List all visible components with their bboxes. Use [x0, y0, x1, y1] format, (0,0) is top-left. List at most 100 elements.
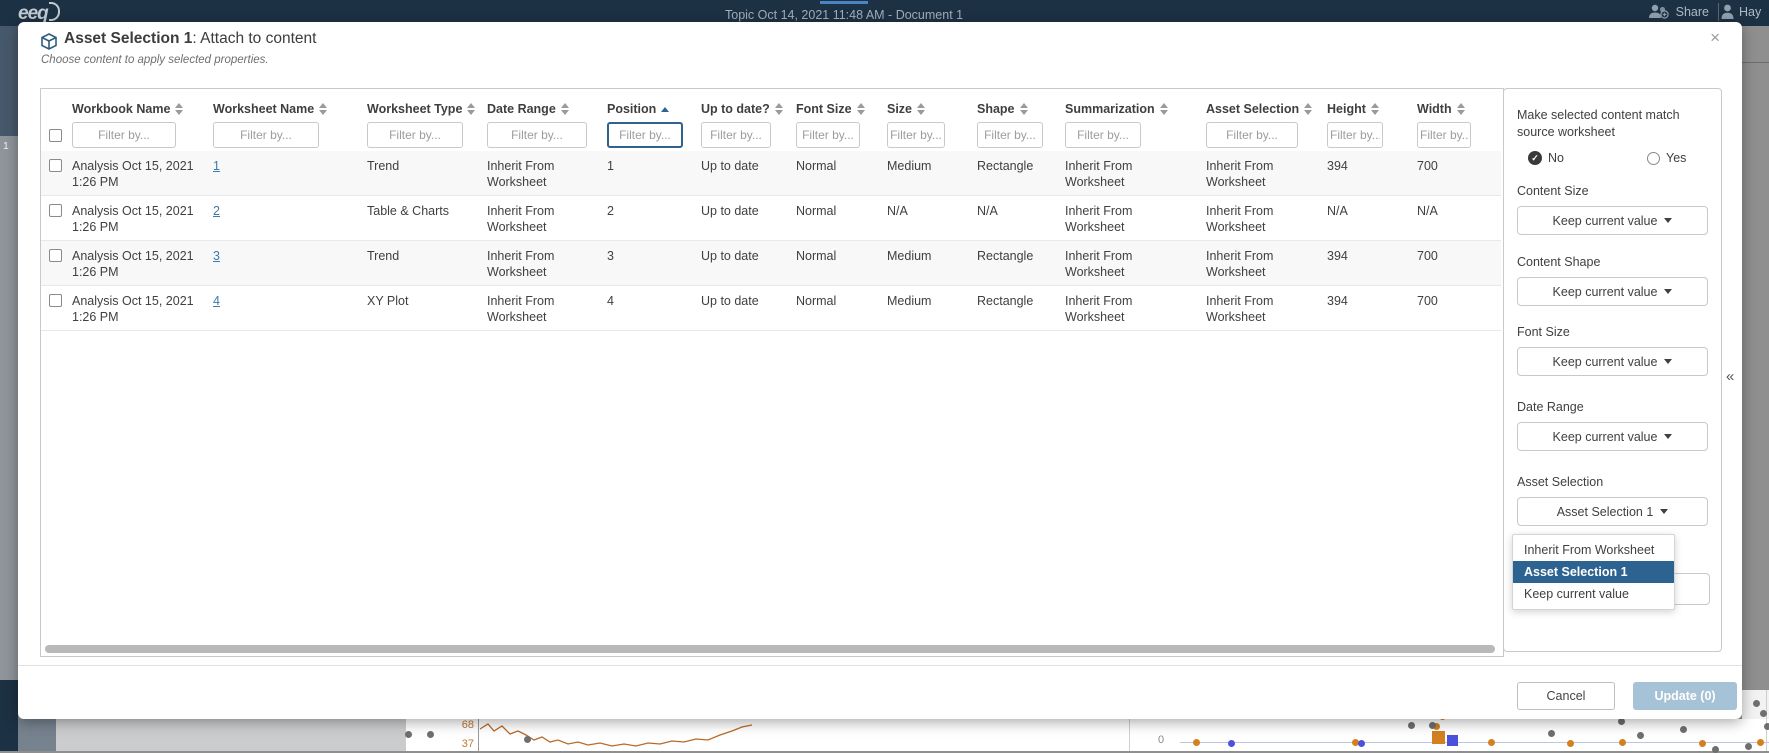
- update-button[interactable]: Update (0): [1633, 682, 1737, 710]
- col-header-summarization[interactable]: Summarization: [1065, 102, 1206, 119]
- sort-up-arrow: [467, 103, 476, 108]
- panel-field-label: Asset Selection: [1517, 475, 1604, 489]
- panel-field-content-size: Content Size Keep current value: [1517, 184, 1708, 235]
- dropdown-asset-selection[interactable]: Asset Selection 1: [1517, 497, 1708, 526]
- sort-icon[interactable]: [1456, 103, 1465, 115]
- sort-icon[interactable]: [1304, 103, 1313, 115]
- user-menu[interactable]: Hay: [1721, 4, 1767, 19]
- filter-cell: [1417, 122, 1495, 148]
- cell-position: 3: [607, 249, 614, 263]
- filter-input-asset-selection[interactable]: [1206, 122, 1298, 148]
- cell-shape: Rectangle: [977, 294, 1034, 308]
- sort-icon[interactable]: [1159, 103, 1168, 115]
- scatter-dot: [1757, 739, 1764, 746]
- sort-down-arrow: [467, 110, 476, 115]
- panel-field-content-shape: Content Shape Keep current value: [1517, 255, 1708, 306]
- worksheet-link[interactable]: 2: [213, 204, 220, 218]
- filter-input-width[interactable]: [1417, 122, 1471, 148]
- scatter-dot: [1358, 740, 1365, 747]
- scatter-dot: [1433, 723, 1440, 730]
- sort-up-arrow: [1370, 103, 1379, 108]
- dropdown-font-size[interactable]: Keep current value: [1517, 347, 1708, 376]
- radio-no[interactable]: ✓ No: [1528, 151, 1564, 165]
- cell-shape: N/A: [977, 204, 998, 218]
- row-checkbox[interactable]: [49, 204, 62, 217]
- content-table: Workbook Name Worksheet Name Worksheet Typ…: [40, 88, 1504, 657]
- scatter-dot: [1429, 722, 1436, 729]
- cancel-button[interactable]: Cancel: [1517, 682, 1615, 710]
- filter-input-summarization[interactable]: [1065, 122, 1141, 148]
- worksheet-link[interactable]: 3: [213, 249, 220, 263]
- radio-yes[interactable]: Yes: [1647, 151, 1686, 165]
- filter-cell: [487, 122, 607, 148]
- sort-icon[interactable]: [560, 103, 569, 115]
- filter-input-size[interactable]: [887, 122, 945, 148]
- filter-input-position[interactable]: [607, 122, 683, 148]
- dropdown-date-range[interactable]: Keep current value: [1517, 422, 1708, 451]
- row-checkbox-cell: [41, 196, 72, 217]
- sort-icon[interactable]: [774, 103, 783, 115]
- sort-up-arrow: [917, 103, 926, 108]
- col-header-font-size[interactable]: Font Size: [796, 102, 887, 119]
- menu-option-keep-current-value[interactable]: Keep current value: [1524, 587, 1629, 601]
- scatter-dot: [524, 736, 531, 743]
- col-header-position[interactable]: Position: [607, 102, 701, 119]
- col-header-width[interactable]: Width: [1417, 102, 1495, 119]
- menu-option-asset-selection-1[interactable]: Asset Selection 1: [1513, 561, 1674, 583]
- worksheet-link[interactable]: 4: [213, 294, 220, 308]
- col-header-size[interactable]: Size: [887, 102, 977, 119]
- col-header-shape[interactable]: Shape: [977, 102, 1065, 119]
- worksheet-link[interactable]: 1: [213, 159, 220, 173]
- sort-icon[interactable]: [917, 103, 926, 115]
- menu-option-inherit-from-worksheet[interactable]: Inherit From Worksheet: [1524, 543, 1655, 557]
- cell-asset-selection: Inherit From Worksheet: [1206, 159, 1274, 189]
- col-header-date-range[interactable]: Date Range: [487, 102, 607, 119]
- filter-input-up-to-date[interactable]: [701, 122, 771, 148]
- close-icon[interactable]: ×: [1710, 28, 1720, 47]
- col-header-asset-selection[interactable]: Asset Selection: [1206, 102, 1327, 119]
- topbar-link-fragment[interactable]: [820, 1, 868, 4]
- row-checkbox[interactable]: [49, 294, 62, 307]
- cell-size: Medium: [887, 249, 932, 263]
- panel-field-label: Content Size: [1517, 184, 1589, 198]
- filter-input-font-size[interactable]: [796, 122, 860, 148]
- sort-icon[interactable]: [467, 103, 476, 115]
- cell-date-range: Inherit From Worksheet: [487, 204, 555, 234]
- col-header-up-to-date[interactable]: Up to date?: [701, 102, 796, 119]
- scatter-dot: [1712, 746, 1719, 753]
- sort-icon[interactable]: [319, 103, 328, 115]
- background-chart-axis: [478, 719, 479, 751]
- sort-icon[interactable]: [1019, 103, 1028, 115]
- select-all-checkbox[interactable]: [49, 128, 62, 142]
- scatter-dot: [1637, 732, 1644, 739]
- filter-input-date-range[interactable]: [487, 122, 587, 148]
- horizontal-scrollbar-thumb[interactable]: [45, 645, 1495, 653]
- col-header-workbook-name[interactable]: Workbook Name: [72, 102, 213, 119]
- col-header-worksheet-type[interactable]: Worksheet Type: [367, 102, 487, 119]
- cell-workbook-name: Analysis Oct 15, 2021 1:26 PM: [72, 159, 194, 189]
- filter-input-workbook-name[interactable]: [72, 122, 176, 148]
- sort-icon[interactable]: [1370, 103, 1379, 115]
- filter-input-worksheet-name[interactable]: [213, 122, 319, 148]
- filter-input-height[interactable]: [1327, 122, 1383, 148]
- scatter-dot: [1680, 726, 1687, 733]
- sort-icon[interactable]: [175, 103, 184, 115]
- dropdown-value: Keep current value: [1552, 429, 1658, 444]
- dropdown-content-shape[interactable]: Keep current value: [1517, 277, 1708, 306]
- collapse-panel-button[interactable]: «: [1726, 368, 1735, 385]
- dropdown-content-size[interactable]: Keep current value: [1517, 206, 1708, 235]
- backdrop-right: [1742, 26, 1769, 690]
- row-checkbox[interactable]: [49, 159, 62, 172]
- col-header-worksheet-name[interactable]: Worksheet Name: [213, 102, 367, 119]
- sort-asc-icon[interactable]: [661, 106, 670, 112]
- sort-icon[interactable]: [856, 103, 865, 115]
- row-checkbox-cell: [41, 286, 72, 307]
- filter-input-shape[interactable]: [977, 122, 1043, 148]
- row-checkbox[interactable]: [49, 249, 62, 262]
- dropdown-value: Keep current value: [1552, 354, 1658, 369]
- scatter-dot: [1408, 722, 1415, 729]
- filter-input-worksheet-type[interactable]: [367, 122, 463, 148]
- col-header-height[interactable]: Height: [1327, 102, 1417, 119]
- share-button[interactable]: Share: [1648, 4, 1709, 19]
- filter-cell: [213, 122, 367, 148]
